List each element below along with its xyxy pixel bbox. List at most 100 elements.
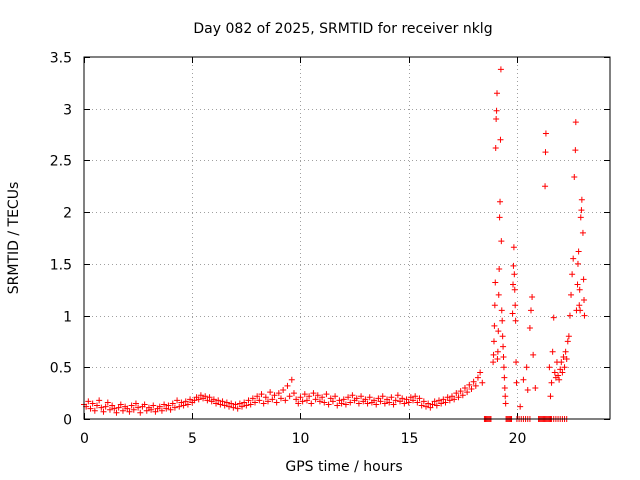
data-point	[280, 387, 287, 394]
data-point	[572, 147, 579, 154]
data-point	[206, 394, 213, 401]
data-point	[577, 214, 584, 221]
data-point	[345, 394, 352, 401]
data-point	[290, 390, 297, 397]
data-point	[532, 384, 539, 391]
data-point	[223, 399, 230, 406]
data-point	[502, 393, 509, 400]
data-point	[358, 393, 365, 400]
data-point	[405, 399, 412, 406]
data-point	[381, 400, 388, 407]
data-point	[470, 378, 477, 385]
data-point	[559, 369, 566, 376]
data-point	[213, 400, 220, 407]
y-axis-label: SRMTID / TECUs	[6, 182, 22, 295]
data-point	[497, 136, 504, 143]
data-point	[161, 401, 168, 408]
data-point	[491, 302, 498, 309]
data-point	[379, 393, 386, 400]
data-point	[435, 397, 442, 404]
data-point	[260, 400, 267, 407]
data-point	[501, 384, 508, 391]
data-point	[457, 388, 464, 395]
data-point	[496, 214, 503, 221]
data-point	[115, 404, 122, 411]
data-point	[523, 364, 530, 371]
data-point	[509, 310, 516, 317]
data-point	[418, 402, 425, 409]
data-point	[576, 286, 583, 293]
data-point	[461, 384, 468, 391]
data-point	[182, 398, 189, 405]
data-point	[529, 293, 536, 300]
data-point	[171, 404, 178, 411]
data-point	[87, 405, 94, 412]
data-point	[277, 395, 284, 402]
y-tick-label: 1.5	[50, 258, 72, 274]
data-point	[494, 348, 501, 355]
data-point	[574, 260, 581, 267]
data-point	[342, 401, 349, 408]
data-point	[565, 333, 572, 340]
data-point	[560, 353, 567, 360]
data-point	[98, 404, 105, 411]
data-point	[494, 90, 501, 97]
data-point	[316, 398, 323, 405]
data-point	[513, 359, 520, 366]
data-point	[407, 394, 414, 401]
data-point	[371, 397, 378, 404]
data-point	[362, 396, 369, 403]
x-tick-label: 10	[292, 431, 310, 447]
data-point	[397, 398, 404, 405]
data-point	[314, 392, 321, 399]
data-point	[444, 394, 451, 401]
data-point	[249, 395, 256, 402]
data-point	[414, 399, 421, 406]
data-point	[312, 396, 319, 403]
data-point	[453, 390, 460, 397]
data-point	[512, 317, 519, 324]
data-point	[178, 399, 185, 406]
data-point	[399, 395, 406, 402]
data-point	[527, 307, 534, 314]
data-point	[364, 400, 371, 407]
data-point	[429, 401, 436, 408]
data-point	[245, 397, 252, 404]
data-point	[135, 404, 142, 411]
data-point	[403, 396, 410, 403]
data-point	[306, 393, 313, 400]
data-point	[128, 402, 135, 409]
grid-lines	[84, 57, 610, 419]
x-tick-label: 0	[80, 431, 89, 447]
data-point	[152, 408, 159, 415]
data-point	[187, 396, 194, 403]
data-point	[568, 291, 575, 298]
data-point	[580, 276, 587, 283]
data-point	[338, 400, 345, 407]
data-point	[347, 399, 354, 406]
y-tick-label: 1	[63, 310, 72, 326]
data-point	[239, 403, 246, 410]
data-point	[303, 397, 310, 404]
data-point	[530, 351, 537, 358]
data-point	[474, 374, 481, 381]
data-point	[542, 149, 549, 156]
data-point	[176, 403, 183, 410]
plot-frame	[83, 56, 611, 420]
data-point	[113, 409, 120, 416]
data-point	[558, 359, 565, 366]
data-point	[495, 291, 502, 298]
data-point	[221, 402, 228, 409]
data-point	[301, 391, 308, 398]
data-point	[93, 402, 100, 409]
data-point	[219, 398, 226, 405]
data-point	[557, 366, 564, 373]
data-point	[491, 322, 498, 329]
data-point	[496, 266, 503, 273]
data-point	[477, 369, 484, 376]
data-point	[297, 394, 304, 401]
data-point	[556, 376, 563, 383]
data-point	[493, 107, 500, 114]
data-point	[89, 400, 96, 407]
